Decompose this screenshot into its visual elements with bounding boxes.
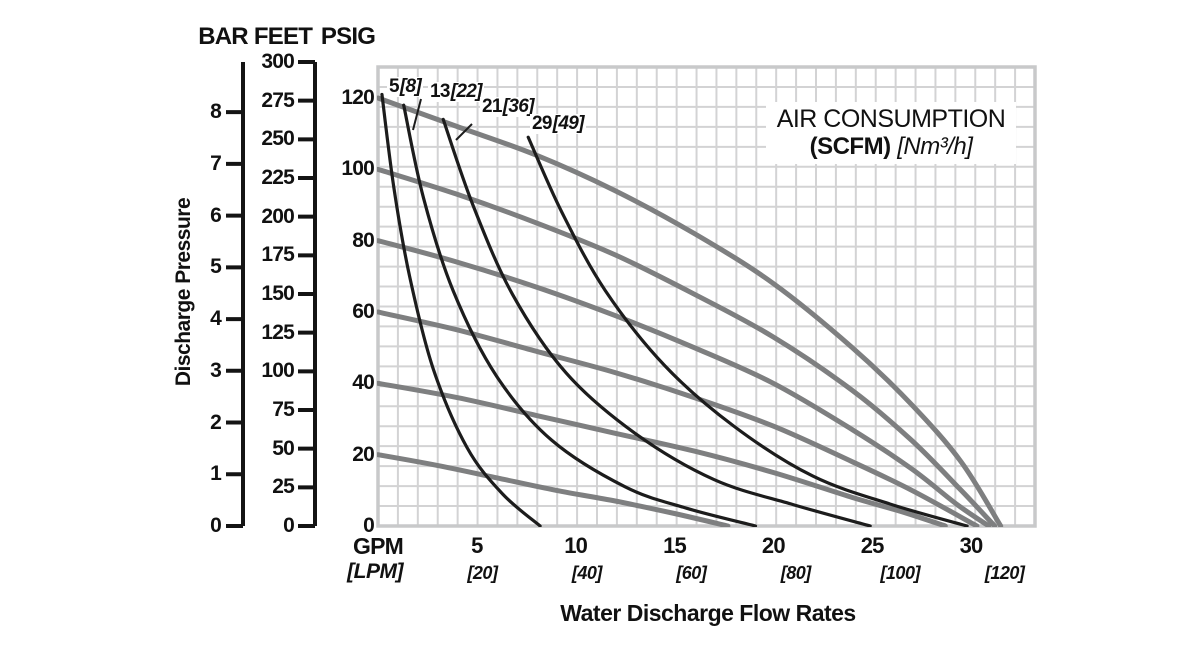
bar-tick-label: 0 [210, 514, 222, 537]
lpm-tick-label: [120] [984, 563, 1025, 583]
feet-tick-label: 225 [261, 165, 294, 189]
nm3h-value: [22] [450, 81, 483, 102]
water-100-psig-curve [377, 166, 998, 527]
bar-tick-label: 7 [210, 151, 222, 175]
air-21-scfm-label: 21[36] [480, 97, 536, 117]
scfm-value: 13 [430, 81, 450, 102]
x-axis-unit-gpm: GPM [353, 533, 404, 559]
lpm-tick-label: [60] [676, 563, 707, 583]
water-80-psig-curve [377, 238, 992, 527]
bar-tick-label: 5 [210, 255, 222, 279]
plot-border [376, 65, 1037, 528]
psig-tick-label: 100 [341, 157, 374, 181]
feet-tick-label: 75 [272, 397, 295, 421]
water-120-psig-curve [377, 95, 1004, 527]
bar-axis-header: BAR [198, 23, 248, 50]
feet-axis-header: FEET [253, 23, 313, 50]
lpm-tick-label: [40] [571, 563, 603, 583]
psig-tick-label: 40 [352, 371, 375, 395]
gpm-tick-label: 15 [663, 533, 687, 558]
gpm-tick-label: 25 [860, 533, 885, 558]
bar-tick-label: 6 [210, 203, 222, 227]
lpm-tick-label: [80] [780, 563, 812, 583]
feet-tick-label: 125 [261, 320, 294, 344]
feet-tick-label: 50 [272, 436, 295, 460]
scfm-value: 5 [389, 76, 400, 97]
air-21-scfm-leader [455, 123, 473, 141]
water-60-psig-curve [377, 309, 980, 527]
bar-tick-label: 4 [210, 307, 222, 331]
air-5-scfm-label: 5[8] [387, 77, 423, 97]
air-13-scfm-curve [402, 103, 758, 527]
gpm-tick-label: 30 [959, 533, 984, 558]
air-consumption-legend: AIR CONSUMPTION (SCFM) [Nm³/h] [766, 102, 1016, 164]
psig-tick-label: 20 [352, 442, 375, 466]
feet-tick-label: 300 [261, 49, 294, 73]
feet-tick-label: 275 [261, 88, 294, 112]
air-29-scfm-label: 29[49] [530, 114, 586, 134]
psig-axis-header: PSIG [320, 23, 376, 50]
nm3h-unit-label: [Nm³/h] [897, 133, 973, 160]
feet-tick-label: 25 [272, 475, 295, 499]
bar-tick-label: 3 [210, 358, 222, 382]
bar-tick-label: 2 [210, 410, 222, 434]
air-21-scfm-curve [441, 117, 872, 527]
psig-tick-label: 120 [341, 85, 374, 109]
water-40-psig-curve [377, 380, 948, 527]
air-13-scfm-label: 13[22] [428, 82, 484, 102]
feet-tick-label: 250 [261, 127, 294, 151]
air-13-scfm-leader [412, 98, 422, 131]
nm3h-value: [8] [399, 76, 422, 97]
air-consumption-title: AIR CONSUMPTION [776, 105, 1006, 133]
lpm-tick-label: [20] [467, 563, 498, 583]
lpm-tick-label: [100] [880, 563, 920, 583]
feet-tick-label: 100 [261, 359, 294, 383]
gpm-tick-label: 5 [471, 533, 483, 558]
x-axis-title: Water Discharge Flow Rates [560, 600, 856, 626]
psig-tick-label: 80 [352, 228, 375, 252]
nm3h-value: [49] [552, 113, 585, 134]
x-axis-unit-lpm: [LPM] [347, 560, 403, 583]
scfm-value: 21 [482, 96, 502, 117]
air-consumption-units: (SCFM) [Nm³/h] [766, 133, 1016, 160]
feet-tick-label: 175 [261, 243, 294, 267]
feet-tick-label: 200 [261, 204, 294, 228]
gpm-tick-label: 20 [761, 533, 786, 558]
water-20-psig-curve [377, 452, 731, 527]
bar-tick-label: 1 [210, 462, 222, 486]
bar-tick-label: 8 [210, 100, 222, 124]
psig-tick-label: 0 [363, 514, 375, 537]
air-29-scfm-curve [526, 135, 969, 527]
feet-tick-label: 150 [261, 281, 294, 305]
feet-tick-label: 0 [283, 514, 295, 537]
scfm-value: 29 [532, 113, 552, 134]
scfm-unit-label: (SCFM) [809, 133, 891, 160]
psig-tick-label: 60 [352, 299, 375, 323]
nm3h-value: [36] [502, 96, 535, 117]
gpm-tick-label: 10 [564, 533, 588, 558]
air-5-scfm-curve [380, 92, 542, 527]
